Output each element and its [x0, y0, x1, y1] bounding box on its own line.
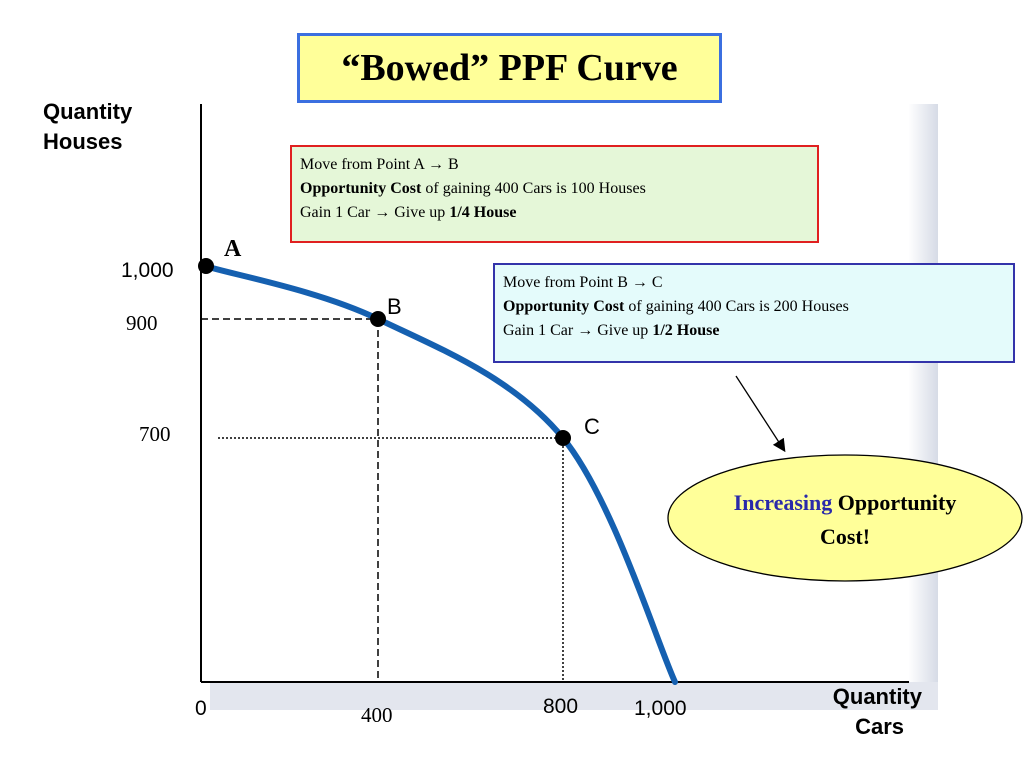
- y-tick-label: 700: [139, 422, 171, 446]
- info-a-b-line2: Opportunity Cost of gaining 400 Cars is …: [300, 177, 809, 201]
- point-c: [555, 430, 571, 446]
- callout-accent-word: Increasing: [733, 490, 833, 515]
- info-a-b-opportunity-cost: Opportunity Cost: [300, 180, 422, 197]
- point-b: [370, 311, 386, 327]
- info-a-b-line3-pre: Gain 1 Car → Give up: [300, 204, 450, 221]
- y-axis-label: Quantity Houses: [43, 97, 132, 157]
- y-tick-label: 1,000: [121, 259, 174, 282]
- point-label-b: B: [387, 294, 402, 319]
- callout-arrow: [735, 375, 786, 453]
- plot-shadow-right: [908, 104, 938, 710]
- info-a-b-line1: Move from Point A → B: [300, 156, 459, 173]
- info-a-b-line2-rest: of gaining 400 Cars is 100 Houses: [421, 180, 646, 197]
- plot-shadow-bottom: [210, 682, 938, 710]
- callout-line1: Increasing Opportunity: [680, 486, 1010, 520]
- y-tick-label: 900: [126, 311, 158, 335]
- point-label-a: A: [224, 236, 242, 262]
- x-tick-label: 1,000: [634, 697, 687, 720]
- x-tick-label: 0: [195, 697, 207, 720]
- y-axis-label-line2: Houses: [43, 129, 123, 154]
- x-axis-label-line2: Cars: [855, 714, 904, 739]
- callout-rest: Opportunity: [832, 490, 957, 515]
- x-tick-label: 400: [361, 703, 393, 727]
- x-tick-label: 800: [543, 695, 579, 718]
- info-b-c-line2: Opportunity Cost of gaining 400 Cars is …: [503, 295, 1005, 319]
- callout-text: Increasing Opportunity Cost!: [680, 486, 1010, 554]
- callout-line2: Cost!: [819, 524, 871, 549]
- info-b-c-line3-pre: Gain 1 Car → Give up: [503, 322, 653, 339]
- info-b-c-line3: Gain 1 Car → Give up 1/2 House: [503, 319, 1005, 343]
- info-a-b-line3: Gain 1 Car → Give up 1/4 House: [300, 201, 809, 225]
- x-axis-label: Quantity Cars: [800, 682, 922, 742]
- point-a: [198, 258, 214, 274]
- info-b-c-line1: Move from Point B → C: [503, 274, 663, 291]
- info-b-c-opportunity-cost: Opportunity Cost: [503, 298, 625, 315]
- point-label-c: C: [584, 414, 600, 439]
- slide-title: “Bowed” PPF Curve: [297, 33, 722, 103]
- callout-ellipse: [667, 454, 1023, 582]
- info-b-c-line2-rest: of gaining 400 Cars is 200 Houses: [624, 298, 849, 315]
- y-axis-label-line1: Quantity: [43, 99, 133, 124]
- ppf-curve: [202, 263, 678, 685]
- info-box-b-to-c: Move from Point B → C Opportunity Cost o…: [493, 263, 1015, 363]
- info-box-a-to-b: Move from Point A → B Opportunity Cost o…: [290, 145, 819, 243]
- info-b-c-give-up: 1/2 House: [652, 322, 720, 339]
- info-a-b-give-up: 1/4 House: [449, 204, 517, 221]
- x-axis-label-line1: Quantity: [832, 684, 922, 709]
